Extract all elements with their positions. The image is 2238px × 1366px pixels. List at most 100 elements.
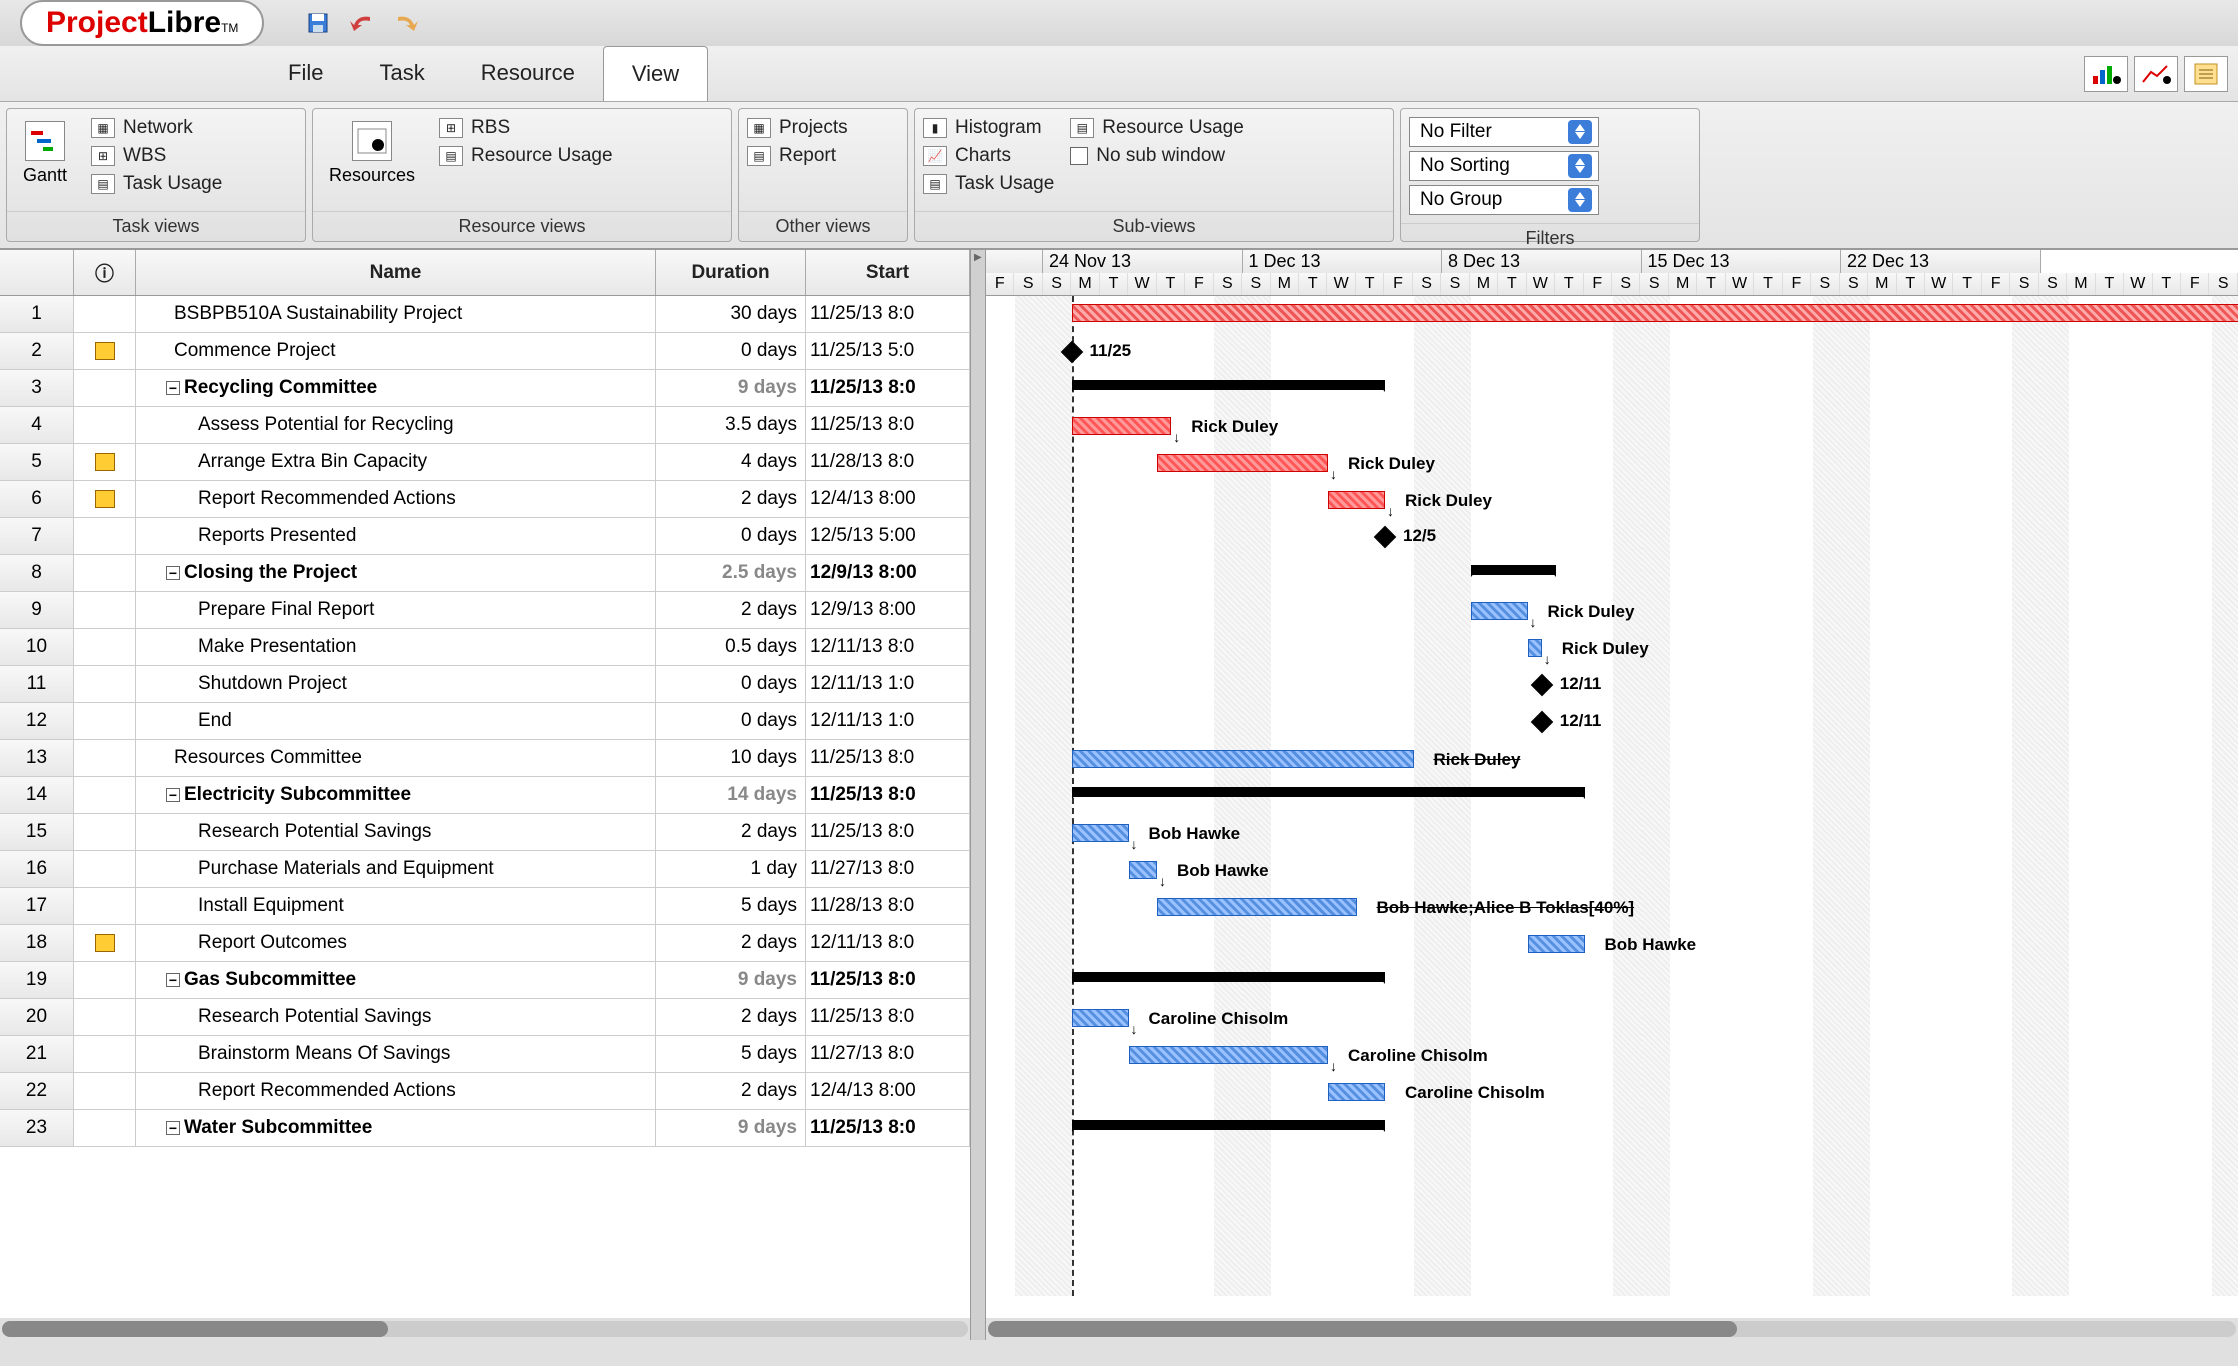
- table-row[interactable]: 16Purchase Materials and Equipment1 day1…: [0, 851, 970, 888]
- row-start[interactable]: 11/25/13 8:0: [806, 407, 970, 443]
- row-duration[interactable]: 2.5 days: [656, 555, 806, 591]
- row-start[interactable]: 12/4/13 8:00: [806, 481, 970, 517]
- charts-button[interactable]: 📈Charts: [923, 145, 1054, 167]
- col-header-info[interactable]: ⓘ: [74, 250, 136, 295]
- resources-button[interactable]: Resources: [321, 117, 423, 190]
- table-hscroll[interactable]: [0, 1318, 970, 1340]
- report-view-icon[interactable]: [2184, 56, 2228, 92]
- menu-item-task[interactable]: Task: [351, 46, 452, 101]
- line-view-icon[interactable]: [2134, 56, 2178, 92]
- table-row[interactable]: 21Brainstorm Means Of Savings5 days11/27…: [0, 1036, 970, 1073]
- row-name-cell[interactable]: BSBPB510A Sustainability Project: [136, 296, 656, 332]
- table-row[interactable]: 10Make Presentation0.5 days12/11/13 8:0: [0, 629, 970, 666]
- summary-bar[interactable]: [1471, 565, 1557, 575]
- resource-usage-button[interactable]: ▤Resource Usage: [439, 145, 613, 167]
- row-duration[interactable]: 9 days: [656, 1110, 806, 1146]
- undo-icon[interactable]: [348, 9, 376, 37]
- row-duration[interactable]: 1 day: [656, 851, 806, 887]
- row-name-cell[interactable]: Report Recommended Actions: [136, 1073, 656, 1109]
- row-duration[interactable]: 2 days: [656, 814, 806, 850]
- row-name-cell[interactable]: Purchase Materials and Equipment: [136, 851, 656, 887]
- table-row[interactable]: 7Reports Presented0 days12/5/13 5:00: [0, 518, 970, 555]
- row-name-cell[interactable]: −Closing the Project: [136, 555, 656, 591]
- row-name-cell[interactable]: Shutdown Project: [136, 666, 656, 702]
- task-bar[interactable]: [1072, 1009, 1129, 1027]
- row-duration[interactable]: 0 days: [656, 333, 806, 369]
- row-name-cell[interactable]: −Recycling Committee: [136, 370, 656, 406]
- row-duration[interactable]: 10 days: [656, 740, 806, 776]
- task-bar[interactable]: [1328, 491, 1385, 509]
- table-row[interactable]: 15Research Potential Savings2 days11/25/…: [0, 814, 970, 851]
- row-name-cell[interactable]: −Gas Subcommittee: [136, 962, 656, 998]
- row-duration[interactable]: 0 days: [656, 703, 806, 739]
- row-name-cell[interactable]: −Water Subcommittee: [136, 1110, 656, 1146]
- row-start[interactable]: 12/4/13 8:00: [806, 1073, 970, 1109]
- row-start[interactable]: 11/25/13 8:0: [806, 296, 970, 332]
- row-duration[interactable]: 2 days: [656, 592, 806, 628]
- summary-bar[interactable]: [1072, 1120, 1386, 1130]
- task-bar[interactable]: [1129, 861, 1158, 879]
- task-bar[interactable]: [1328, 1083, 1385, 1101]
- row-start[interactable]: 12/11/13 1:0: [806, 666, 970, 702]
- sorting-select[interactable]: No Sorting: [1409, 151, 1599, 181]
- row-duration[interactable]: 4 days: [656, 444, 806, 480]
- row-duration[interactable]: 2 days: [656, 925, 806, 961]
- table-row[interactable]: 11Shutdown Project0 days12/11/13 1:0: [0, 666, 970, 703]
- task-bar[interactable]: [1471, 602, 1528, 620]
- row-start[interactable]: 11/25/13 8:0: [806, 370, 970, 406]
- resource-usage-sub-button[interactable]: ▤Resource Usage: [1070, 117, 1244, 139]
- row-duration[interactable]: 3.5 days: [656, 407, 806, 443]
- row-name-cell[interactable]: Research Potential Savings: [136, 814, 656, 850]
- table-row[interactable]: 9Prepare Final Report2 days12/9/13 8:00: [0, 592, 970, 629]
- row-name-cell[interactable]: Prepare Final Report: [136, 592, 656, 628]
- row-duration[interactable]: 0 days: [656, 518, 806, 554]
- task-bar[interactable]: [1072, 824, 1129, 842]
- menu-item-file[interactable]: File: [260, 46, 351, 101]
- row-duration[interactable]: 5 days: [656, 1036, 806, 1072]
- task-bar[interactable]: [1157, 454, 1328, 472]
- row-duration[interactable]: 2 days: [656, 999, 806, 1035]
- task-bar[interactable]: [1157, 898, 1357, 916]
- row-start[interactable]: 12/11/13 1:0: [806, 703, 970, 739]
- row-name-cell[interactable]: Make Presentation: [136, 629, 656, 665]
- row-name-cell[interactable]: Report Recommended Actions: [136, 481, 656, 517]
- col-header-duration[interactable]: Duration: [656, 250, 806, 295]
- table-row[interactable]: 14−Electricity Subcommittee14 days11/25/…: [0, 777, 970, 814]
- row-start[interactable]: 12/9/13 8:00: [806, 592, 970, 628]
- table-row[interactable]: 12End0 days12/11/13 1:0: [0, 703, 970, 740]
- task-usage-sub-button[interactable]: ▤Task Usage: [923, 173, 1054, 195]
- collapse-icon[interactable]: −: [166, 566, 180, 580]
- filter-select[interactable]: No Filter: [1409, 117, 1599, 147]
- chart-view-icon[interactable]: [2084, 56, 2128, 92]
- col-header-start[interactable]: Start: [806, 250, 970, 295]
- gantt-button[interactable]: Gantt: [15, 117, 75, 190]
- row-duration[interactable]: 2 days: [656, 481, 806, 517]
- table-row[interactable]: 22Report Recommended Actions2 days12/4/1…: [0, 1073, 970, 1110]
- table-row[interactable]: 4Assess Potential for Recycling3.5 days1…: [0, 407, 970, 444]
- row-start[interactable]: 11/25/13 8:0: [806, 962, 970, 998]
- row-duration[interactable]: 30 days: [656, 296, 806, 332]
- col-header-number[interactable]: [0, 250, 74, 295]
- menu-item-resource[interactable]: Resource: [453, 46, 603, 101]
- table-row[interactable]: 6Report Recommended Actions2 days12/4/13…: [0, 481, 970, 518]
- collapse-icon[interactable]: −: [166, 381, 180, 395]
- row-start[interactable]: 12/9/13 8:00: [806, 555, 970, 591]
- project-bar[interactable]: [1072, 304, 2238, 322]
- task-bar[interactable]: [1072, 417, 1172, 435]
- collapse-icon[interactable]: −: [166, 973, 180, 987]
- row-duration[interactable]: 14 days: [656, 777, 806, 813]
- report-button[interactable]: ▤Report: [747, 145, 848, 167]
- row-start[interactable]: 11/25/13 8:0: [806, 777, 970, 813]
- rbs-button[interactable]: ⊞RBS: [439, 117, 613, 139]
- collapse-icon[interactable]: −: [166, 1121, 180, 1135]
- row-start[interactable]: 11/25/13 8:0: [806, 814, 970, 850]
- row-name-cell[interactable]: Arrange Extra Bin Capacity: [136, 444, 656, 480]
- group-select[interactable]: No Group: [1409, 185, 1599, 215]
- histogram-button[interactable]: ▮Histogram: [923, 117, 1054, 139]
- table-row[interactable]: 17Install Equipment5 days11/28/13 8:0: [0, 888, 970, 925]
- row-name-cell[interactable]: Report Outcomes: [136, 925, 656, 961]
- table-row[interactable]: 20Research Potential Savings2 days11/25/…: [0, 999, 970, 1036]
- wbs-button[interactable]: ⊞WBS: [91, 145, 222, 167]
- row-duration[interactable]: 2 days: [656, 1073, 806, 1109]
- row-name-cell[interactable]: Brainstorm Means Of Savings: [136, 1036, 656, 1072]
